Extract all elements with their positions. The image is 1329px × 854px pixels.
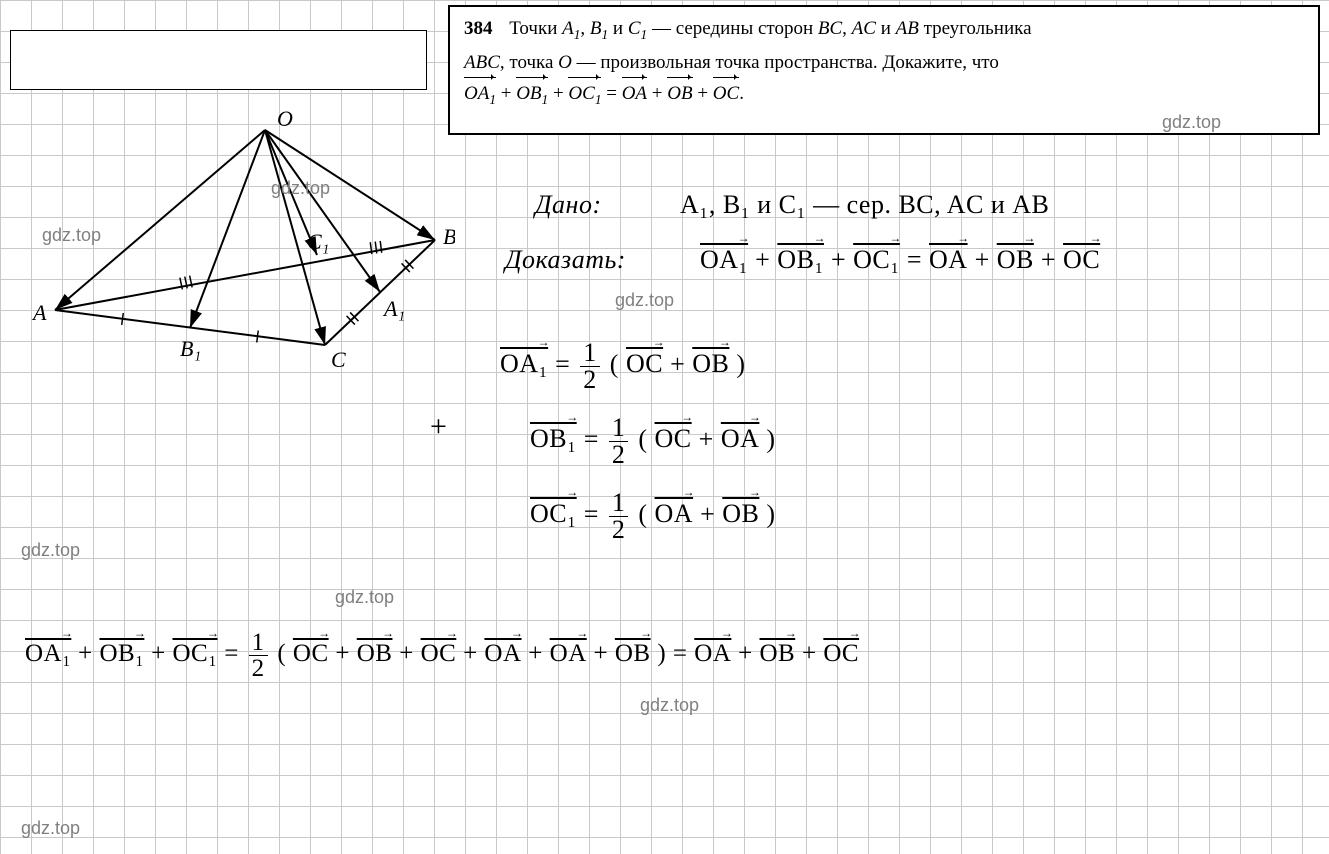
problem-text: 384 Точки A1, B1 и C1 — середины сторон … [464,15,1304,114]
watermark: gdz.top [1162,112,1221,133]
plus-bracket: + [430,410,447,444]
watermark: gdz.top [335,587,394,608]
problem-number: 384 [464,18,493,39]
watermark: gdz.top [21,540,80,561]
svg-text:B₁: B₁ [180,336,201,361]
watermark: gdz.top [271,178,330,199]
header-small-box [10,30,427,90]
svg-text:A: A [31,300,47,325]
svg-text:C: C [331,347,346,372]
watermark: gdz.top [42,225,101,246]
step-2: OB₁ = 12 ( OC + OA ) [530,415,776,468]
watermark: gdz.top [615,290,674,311]
final-line: OA₁ + OB₁ + OC₁ = 12 ( OC + OB + OC + OA… [25,630,859,681]
svg-text:A₁: A₁ [382,296,405,321]
prove-label: Доказать: [505,245,626,275]
watermark: gdz.top [21,818,80,839]
given-text: A₁, B₁ и C₁ — сер. BC, AC и AB [680,190,1049,220]
svg-text:B: B [443,224,455,249]
svg-text:C₁: C₁ [307,229,329,254]
geometry-diagram: O A B C A₁ B₁ C₁ [15,110,455,390]
step-1: OA₁ = 12 ( OC + OB ) [500,340,746,393]
watermark: gdz.top [640,695,699,716]
prove-eq: OA₁ + OB₁ + OC₁ = OA + OB + OC [700,245,1100,275]
svg-text:O: O [277,110,293,131]
given-label: Дано: [535,190,602,220]
step-3: OC₁ = 12 ( OA + OB ) [530,490,776,543]
